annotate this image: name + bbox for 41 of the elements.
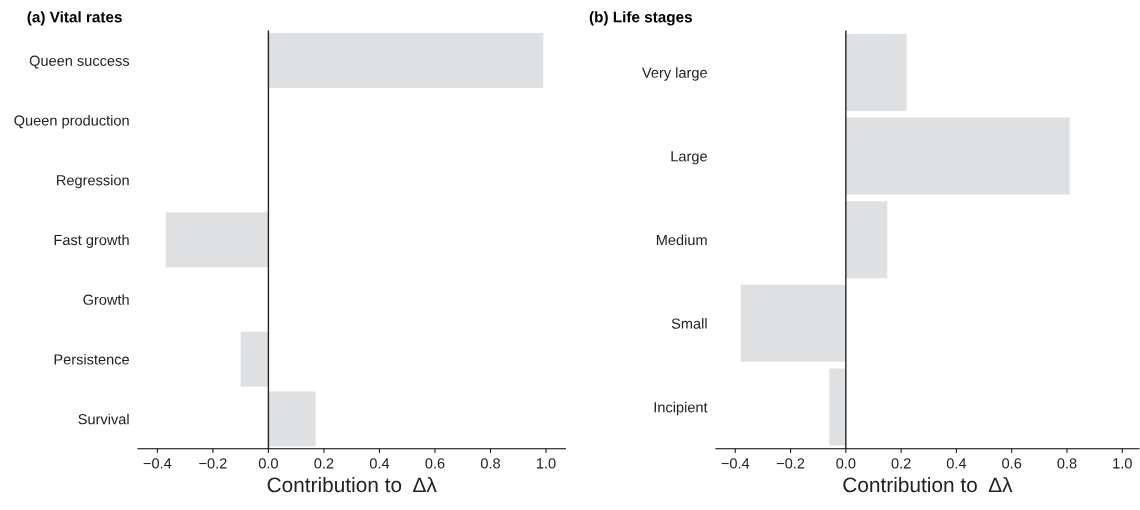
x-tick-label: 0.2: [314, 458, 334, 469]
bar: [740, 284, 846, 362]
y-tick-label: Queen success: [29, 55, 130, 69]
x-axis-title: Contribution to Δλ: [267, 476, 437, 493]
x-tick-label: 0.4: [946, 458, 967, 469]
x-tick-label: 1.0: [1113, 458, 1132, 469]
x-tick-label: 0.8: [480, 458, 500, 469]
bar: [268, 391, 316, 447]
x-tick-label: −0.2: [776, 458, 805, 469]
bar: [845, 33, 907, 111]
x-tick-label: 0.8: [1057, 458, 1077, 469]
y-tick-label: Large: [671, 151, 707, 165]
y-tick-label: Survival: [78, 413, 129, 425]
x-tick-label: 0.4: [369, 458, 390, 469]
y-tick-label: Fast growth: [54, 234, 129, 249]
x-tick-label: 0.0: [836, 458, 856, 469]
bar: [240, 331, 269, 387]
x-tick-label: 0.6: [425, 458, 445, 469]
y-tick-label: Incipient: [654, 401, 708, 416]
x-tick-label: −0.4: [143, 458, 172, 469]
bar: [268, 32, 544, 88]
chart-title: (b) Life stages: [589, 11, 692, 26]
x-tick-label: 0.2: [891, 458, 911, 469]
y-tick-label: Very large: [641, 67, 707, 81]
x-tick-label: 0.0: [258, 458, 278, 469]
bar: [845, 117, 1070, 195]
chart-title: (a) Vital rates: [27, 11, 122, 26]
x-axis-title: Contribution to Δλ: [843, 476, 1013, 493]
bar: [845, 201, 888, 279]
y-tick-label: Queen production: [14, 114, 129, 129]
x-tick-label: 0.6: [1002, 458, 1022, 469]
bar: [165, 212, 269, 268]
x-tick-label: −0.2: [199, 458, 227, 469]
y-tick-label: Growth: [83, 294, 129, 305]
bar: [829, 368, 846, 446]
y-tick-label: Persistence: [54, 353, 129, 365]
x-tick-label: −0.4: [721, 458, 750, 469]
y-tick-label: Regression: [57, 174, 129, 189]
y-tick-label: Medium: [656, 234, 707, 246]
x-tick-label: 1.0: [536, 458, 556, 469]
y-tick-label: Small: [671, 318, 707, 329]
